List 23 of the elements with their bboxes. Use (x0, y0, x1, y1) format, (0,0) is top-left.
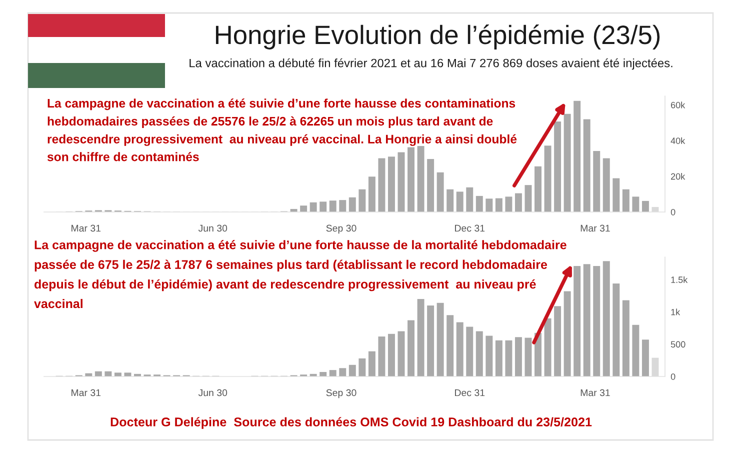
x-tick-label: Mar 31 (72, 389, 101, 396)
y-tick-label: 40k (670, 137, 686, 144)
y-tick-label: 0 (670, 208, 676, 216)
y-tick-label: 1k (671, 308, 680, 316)
text: Docteur G Delépine Source des données OMS Covid 19 Dashboard du 23/5/2021 (110, 417, 592, 429)
x-tick-label: Sep 30 (326, 224, 356, 234)
x-tick-label: Jun 30 (198, 389, 228, 396)
annotation: La campagne de vaccination a été suivie d’une forte hausse des contaminations hebdomadaires passées de 25576 le 25/2 à 62265 un mois plus tard avant de redescendre progressivement au niveau pré vaccinal. La Hongrie a ainsi doublé son chiffre de contaminés (47, 98, 517, 162)
annotation: La campagne de vaccination a été suivie d’une forte hausse de la mortalité hebdomadaire passée de 675 le 25/2 à 1787 6 semaines plus tard (établissant le record hebdomadaire depuis le début de l’épidémie) avant de redescendre progressivement au niveau pré vaccinal (34, 240, 566, 308)
y-tick-label: 60k (671, 102, 686, 108)
x-tick-label: Dec 31 (455, 389, 485, 396)
x-tick-label: Sep 30 (326, 389, 356, 398)
x-tick-label: Mar 31 (580, 224, 610, 232)
y-tick-label: 20k (671, 173, 686, 180)
x-tick-label: Mar 31 (72, 224, 101, 232)
y-tick-label: 500 (670, 341, 686, 348)
y-tick-label: 0 (670, 373, 676, 380)
y-tick-label: 1.5k (671, 276, 688, 283)
chart-subtitle: La vaccination a débuté fin février 2021 et au 16 Mai 7 276 869 doses avaient été injectées. (190, 58, 672, 70)
chart-title: Hongrie Evolution de l’épidémie (23/5) (216, 24, 660, 50)
x-tick-label: Mar 31 (580, 389, 610, 396)
x-tick-label: Dec 31 (455, 224, 485, 232)
x-tick-label: Jun 30 (198, 224, 228, 232)
